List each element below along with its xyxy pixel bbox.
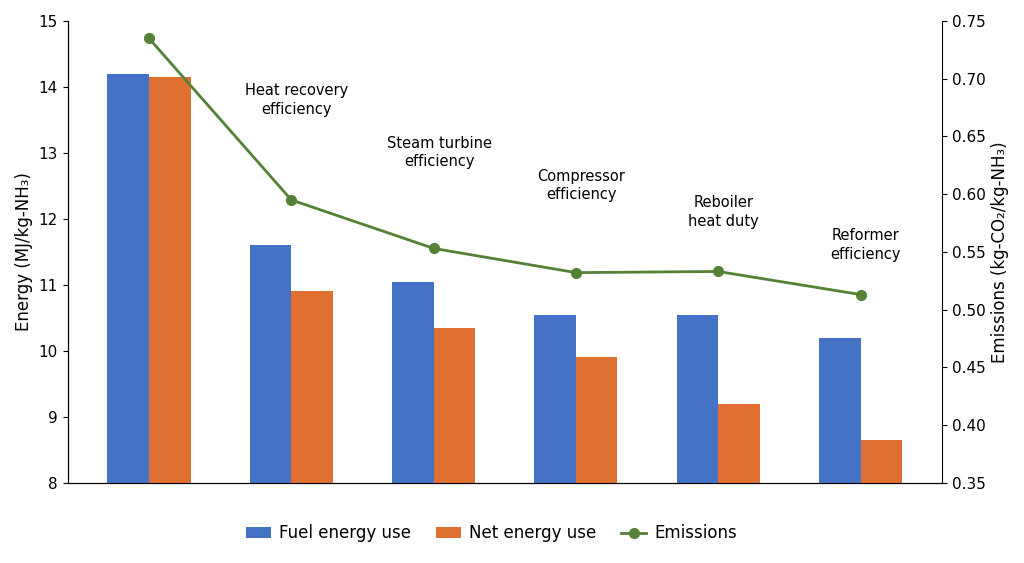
Y-axis label: Energy (MJ/kg-NH₃): Energy (MJ/kg-NH₃) — [15, 172, 33, 331]
Y-axis label: Emissions (kg-CO₂/kg-NH₃): Emissions (kg-CO₂/kg-NH₃) — [991, 141, 1009, 363]
Text: Steam turbine
efficiency: Steam turbine efficiency — [387, 136, 492, 169]
Emissions — [712, 268, 724, 275]
Emissions — [285, 196, 297, 203]
Bar — [291, 292, 333, 563]
Bar — [392, 282, 433, 563]
Bar — [433, 328, 475, 563]
Legend: Fuel energy use, Net energy use, Emissions: Fuel energy use, Net energy use, Emissio… — [239, 518, 744, 549]
Emissions — [142, 35, 155, 42]
Emissions — [854, 291, 866, 298]
Bar — [677, 315, 718, 563]
Bar — [250, 245, 291, 563]
Emissions — [427, 245, 439, 252]
Bar — [819, 338, 860, 563]
Bar — [108, 74, 148, 563]
Bar — [148, 77, 190, 563]
Text: Reformer
efficiency: Reformer efficiency — [830, 228, 901, 262]
Text: Reboiler
heat duty: Reboiler heat duty — [688, 195, 759, 229]
Emissions — [569, 269, 582, 276]
Bar — [718, 404, 760, 563]
Bar — [860, 440, 902, 563]
Text: Compressor
efficiency: Compressor efficiency — [538, 169, 626, 202]
Text: Heat recovery
efficiency: Heat recovery efficiency — [245, 83, 348, 117]
Bar — [535, 315, 575, 563]
Line: Emissions: Emissions — [144, 33, 865, 300]
Bar — [575, 358, 617, 563]
